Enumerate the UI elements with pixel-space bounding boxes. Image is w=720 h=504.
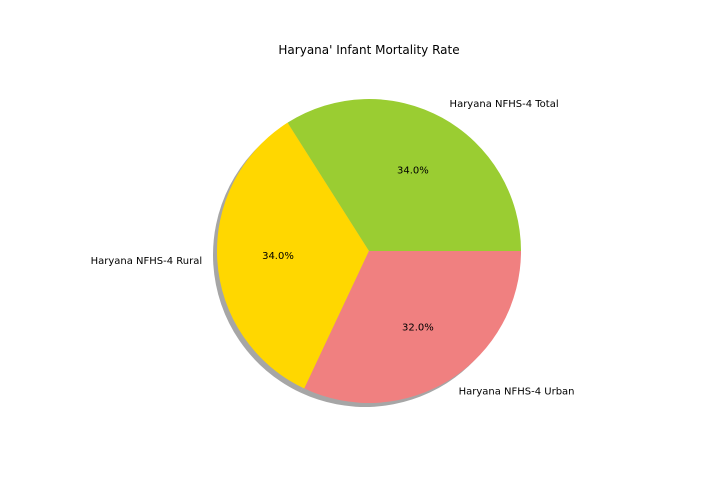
pie-pct-label-haryana-nfhs-4-rural: 34.0% xyxy=(262,251,294,262)
pie-slice-haryana-nfhs-4-rural xyxy=(216,122,369,389)
pie-pct-label-haryana-nfhs-4-total: 34.0% xyxy=(397,166,429,177)
pie-label-haryana-nfhs-4-urban: Haryana NFHS-4 Urban xyxy=(459,387,575,398)
pie-slices xyxy=(216,99,521,404)
pie-label-haryana-nfhs-4-total: Haryana NFHS-4 Total xyxy=(450,99,559,110)
pie-pct-label-haryana-nfhs-4-urban: 32.0% xyxy=(402,323,434,334)
pie-label-haryana-nfhs-4-rural: Haryana NFHS-4 Rural xyxy=(91,256,203,267)
pie-labels: Haryana NFHS-4 Total 34.0% Haryana NFHS-4 … xyxy=(91,99,575,398)
chart-title: Haryana' Infant Mortality Rate xyxy=(278,43,459,57)
pie-slice-haryana-nfhs-4-total xyxy=(287,99,521,251)
pie-slice-haryana-nfhs-4-urban xyxy=(304,251,521,404)
